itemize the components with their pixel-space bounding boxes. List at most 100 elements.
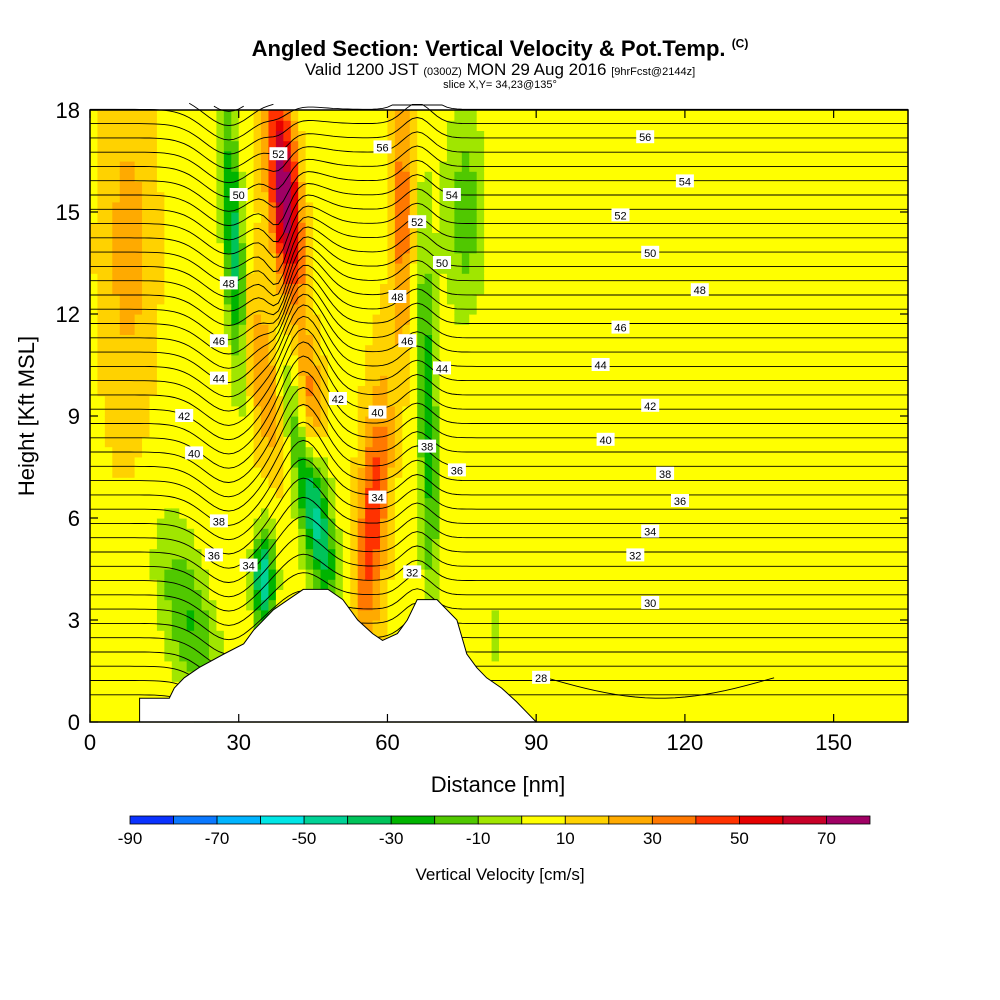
velocity-cell <box>551 650 560 662</box>
velocity-cell <box>543 609 552 621</box>
velocity-cell <box>417 201 426 213</box>
velocity-cell <box>424 426 433 437</box>
velocity-cell <box>261 477 270 488</box>
velocity-cell <box>394 263 403 274</box>
velocity-cell <box>327 579 336 590</box>
velocity-cell <box>588 120 597 131</box>
velocity-cell <box>112 181 121 193</box>
velocity-cell <box>149 467 158 478</box>
velocity-cell <box>194 242 203 254</box>
velocity-cell <box>149 293 158 305</box>
velocity-cell <box>692 263 701 274</box>
velocity-cell <box>104 426 113 437</box>
velocity-cell <box>127 150 136 162</box>
velocity-cell <box>603 548 612 560</box>
velocity-cell <box>149 599 158 611</box>
velocity-cell <box>632 426 641 437</box>
velocity-cell <box>677 609 686 621</box>
velocity-cell <box>372 293 381 305</box>
velocity-cell <box>662 507 671 519</box>
velocity-cell <box>617 599 627 611</box>
velocity-cell <box>521 263 530 274</box>
velocity-cell <box>104 181 113 193</box>
velocity-cell <box>350 263 359 274</box>
velocity-cell <box>253 303 262 315</box>
velocity-cell <box>603 558 612 570</box>
velocity-cell <box>90 110 99 121</box>
velocity-cell <box>684 140 693 152</box>
velocity-cell <box>417 171 426 182</box>
velocity-cell <box>409 467 418 478</box>
velocity-cell <box>112 681 121 692</box>
velocity-cell <box>461 222 470 233</box>
velocity-cell <box>320 487 329 499</box>
velocity-cell <box>632 507 641 519</box>
velocity-cell <box>506 191 515 203</box>
velocity-cell <box>513 252 522 264</box>
velocity-cell <box>402 150 411 162</box>
velocity-cell <box>246 314 255 325</box>
velocity-cell <box>208 569 218 580</box>
velocity-cell <box>246 405 255 417</box>
velocity-cell <box>521 507 530 519</box>
velocity-cell <box>521 609 530 621</box>
velocity-cell <box>603 671 612 682</box>
velocity-cell <box>327 181 336 193</box>
velocity-cell <box>625 273 634 284</box>
velocity-cell <box>558 395 567 407</box>
velocity-cell <box>90 640 99 652</box>
velocity-cell <box>528 191 537 203</box>
velocity-cell <box>275 426 284 437</box>
velocity-cell <box>261 130 270 142</box>
velocity-cell <box>238 620 247 631</box>
velocity-cell <box>127 191 136 203</box>
velocity-cell <box>528 242 537 254</box>
velocity-cell <box>610 344 619 356</box>
velocity-cell <box>484 252 493 264</box>
velocity-cell <box>625 558 634 570</box>
velocity-cell <box>536 548 545 560</box>
velocity-cell <box>513 344 522 356</box>
velocity-cell <box>543 385 552 397</box>
velocity-cell <box>684 671 693 682</box>
velocity-cell <box>617 150 627 162</box>
velocity-cell <box>699 650 708 662</box>
velocity-cell <box>342 191 351 203</box>
velocity-cell <box>127 630 136 641</box>
velocity-cell <box>484 191 493 203</box>
velocity-cell <box>298 497 307 509</box>
velocity-cell <box>283 538 292 550</box>
velocity-cell <box>417 232 426 244</box>
velocity-cell <box>417 507 426 519</box>
velocity-cell <box>684 701 693 713</box>
velocity-cell <box>476 293 485 305</box>
velocity-cell <box>684 528 693 539</box>
velocity-cell <box>253 446 262 458</box>
velocity-cell <box>573 252 582 264</box>
velocity-cell <box>439 569 448 580</box>
velocity-cell <box>268 263 277 274</box>
velocity-cell <box>216 630 225 641</box>
velocity-cell <box>617 395 627 407</box>
velocity-cell <box>528 201 537 213</box>
velocity-cell <box>283 263 292 274</box>
velocity-cell <box>90 293 99 305</box>
velocity-cell <box>588 548 597 560</box>
velocity-cell <box>491 354 500 366</box>
velocity-cell <box>692 395 701 407</box>
velocity-cell <box>603 538 612 550</box>
velocity-cell <box>439 334 448 346</box>
velocity-cell <box>692 701 701 713</box>
velocity-cell <box>231 354 240 366</box>
velocity-cell <box>186 436 195 448</box>
velocity-cell <box>699 263 708 274</box>
velocity-cell <box>97 395 106 407</box>
velocity-cell <box>469 640 478 652</box>
velocity-cell <box>476 344 485 356</box>
velocity-cell <box>387 110 396 121</box>
velocity-cell <box>513 456 522 468</box>
velocity-cell <box>268 293 277 305</box>
velocity-cell <box>335 548 344 560</box>
velocity-cell <box>573 334 582 346</box>
velocity-cell <box>699 507 708 519</box>
